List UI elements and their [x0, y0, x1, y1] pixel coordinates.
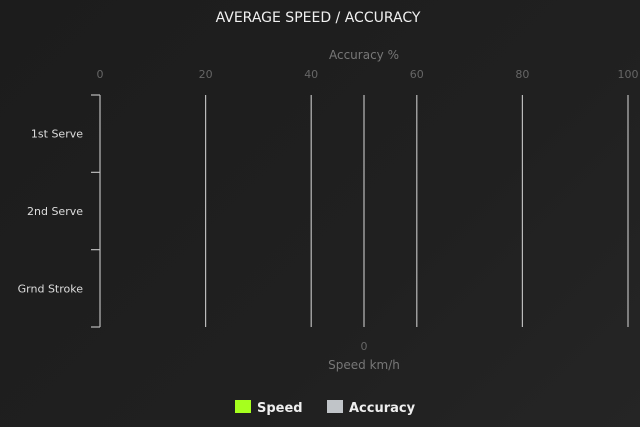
legend-label-accuracy: Accuracy — [349, 401, 416, 416]
top-tick-label: 20 — [199, 68, 213, 81]
top-tick-label: 0 — [97, 68, 104, 81]
top-tick-label: 40 — [304, 68, 318, 81]
category-label: 2nd Serve — [27, 205, 83, 218]
bottom-tick-label: 0 — [361, 340, 368, 353]
legend-swatch-speed — [235, 400, 251, 413]
legend-swatch-accuracy — [327, 400, 343, 413]
top-axis-label: Accuracy % — [329, 48, 399, 62]
category-label: 1st Serve — [31, 128, 83, 141]
top-tick-label: 100 — [618, 68, 639, 81]
chart-title: AVERAGE SPEED / ACCURACY — [216, 10, 421, 26]
top-tick-label: 60 — [410, 68, 424, 81]
legend-label-speed: Speed — [257, 401, 303, 416]
category-label: Grnd Stroke — [18, 282, 84, 295]
top-tick-label: 80 — [515, 68, 529, 81]
bottom-axis-label: Speed km/h — [328, 358, 400, 372]
